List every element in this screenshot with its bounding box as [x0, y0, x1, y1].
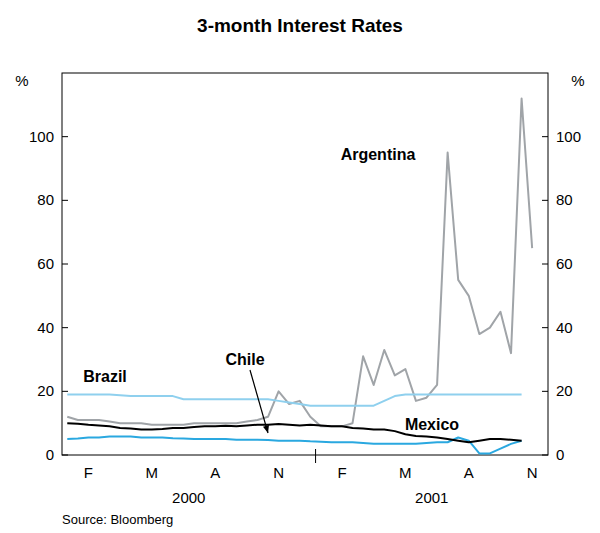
- y-tick-label-right: 0: [556, 446, 564, 463]
- y-tick-label-left: 80: [37, 191, 54, 208]
- y-tick-right: [542, 455, 548, 456]
- y-tick-right: [542, 327, 548, 328]
- x-tick-label: N: [273, 464, 284, 481]
- y-unit-right: %: [571, 72, 584, 89]
- y-tick-left: [62, 136, 68, 137]
- series-label: Argentina: [341, 146, 416, 163]
- source: Source: Bloomberg: [62, 512, 173, 527]
- y-tick-right: [542, 391, 548, 392]
- y-tick-right: [542, 264, 548, 265]
- series-label: Brazil: [83, 368, 127, 385]
- series-label: Chile: [225, 351, 264, 368]
- x-group-label: 2000: [172, 489, 205, 506]
- y-tick-left: [62, 264, 68, 265]
- y-tick-label-right: 80: [556, 191, 573, 208]
- series-label: Mexico: [405, 416, 459, 433]
- x-tick-label: N: [527, 464, 538, 481]
- title: 3-month Interest Rates: [197, 15, 403, 36]
- x-tick-label: M: [146, 464, 159, 481]
- chart: 3-month Interest Rates%% 0 0 20 20 40 40 60 60 80…: [0, 0, 600, 533]
- y-tick-left: [62, 327, 68, 328]
- x-tick-label: A: [464, 464, 474, 481]
- y-unit-left: %: [15, 72, 28, 89]
- x-tick-label: A: [210, 464, 220, 481]
- x-tick-label: M: [399, 464, 412, 481]
- y-tick-right: [542, 136, 548, 137]
- y-tick-label-left: 0: [46, 446, 54, 463]
- annotation-arrow: [250, 370, 268, 433]
- y-tick-left: [62, 200, 68, 201]
- lines: [67, 98, 532, 453]
- y-tick-label-left: 100: [29, 128, 54, 145]
- y-tick-label-left: 20: [37, 382, 54, 399]
- y-tick-right: [542, 200, 548, 201]
- y-tick-label-right: 20: [556, 382, 573, 399]
- y-tick-label-right: 40: [556, 319, 573, 336]
- y-tick-label-right: 100: [556, 128, 581, 145]
- annotation-arrowhead: [263, 425, 269, 433]
- plot-frame: [62, 73, 548, 455]
- y-tick-left: [62, 391, 68, 392]
- x-tick-label: F: [337, 464, 346, 481]
- series-line: [67, 98, 532, 426]
- y-tick-label-left: 40: [37, 319, 54, 336]
- y-tick-label-left: 60: [37, 255, 54, 272]
- y-tick-label-right: 60: [556, 255, 573, 272]
- y-tick-left: [62, 455, 68, 456]
- x-tick-label: F: [84, 464, 93, 481]
- x-group-separator: [315, 449, 316, 463]
- x-group-label: 2001: [415, 489, 448, 506]
- series-line: [67, 395, 521, 406]
